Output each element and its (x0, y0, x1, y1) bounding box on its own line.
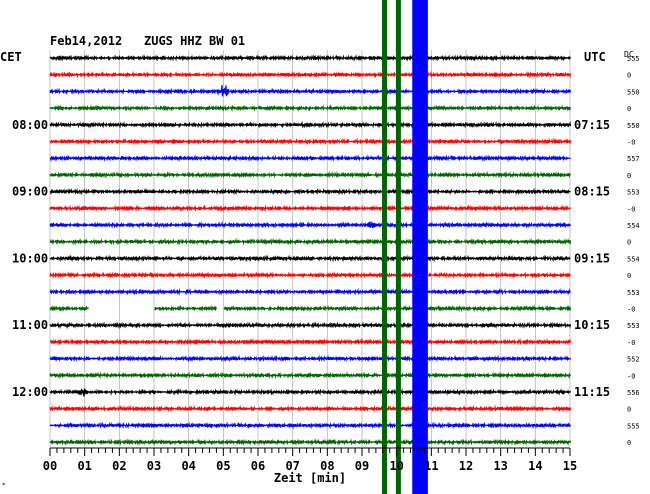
seismic-trace (49, 70, 572, 79)
x-tick-label: 11 (424, 459, 438, 473)
dc-offset-value: 550 (627, 88, 640, 96)
x-tick-label: 05 (216, 459, 230, 473)
x-tick-label: 15 (563, 459, 577, 473)
x-tick-label: 03 (147, 459, 161, 473)
seismic-trace (49, 321, 572, 330)
seismic-trace (49, 438, 572, 446)
x-tick-label: 12 (459, 459, 473, 473)
x-tick-label: 00 (43, 459, 57, 473)
seismic-trace (49, 254, 571, 263)
x-axis-label: Zeit [min] (274, 471, 346, 485)
seismic-trace (49, 287, 571, 296)
x-tick-label: 13 (493, 459, 507, 473)
seismic-trace (49, 120, 572, 129)
left-hour-label: 10:00 (12, 251, 48, 265)
dc-offset-value: 550 (627, 122, 640, 130)
x-tick-label: 10 (389, 459, 403, 473)
left-hour-label: 08:00 (12, 118, 48, 132)
x-tick-label: 14 (528, 459, 542, 473)
dc-offset-value: 0 (627, 72, 631, 80)
dc-offset-value: 554 (627, 255, 640, 263)
left-hour-label: 11:00 (12, 318, 48, 332)
dc-offset-value: 0 (627, 239, 631, 247)
x-tick-label: 01 (77, 459, 91, 473)
seismic-trace (49, 187, 571, 196)
seismic-trace (49, 220, 572, 229)
event-band (395, 0, 401, 494)
x-tick-label: 08 (320, 459, 334, 473)
seismic-trace (49, 404, 572, 413)
axis-layer: 08:00 09:00 10:00 11:00 12:00 07:15 08:15 09:15… (12, 55, 640, 473)
right-hour-label: 10:15 (574, 318, 610, 332)
seismic-trace (49, 388, 572, 397)
x-tick-label: 07 (285, 459, 299, 473)
seismic-trace (49, 54, 572, 62)
seismic-trace (49, 421, 572, 430)
seismic-trace (49, 371, 572, 380)
dc-offset-value: 556 (627, 389, 640, 397)
seismic-trace (49, 85, 572, 97)
right-hour-label: 11:15 (574, 385, 610, 399)
seismic-trace (49, 170, 571, 179)
dc-column-header: DC (624, 50, 634, 59)
dc-offset-value: 0 (627, 439, 631, 447)
dc-offset-value: -0 (627, 306, 635, 314)
event-band (382, 0, 388, 494)
dc-offset-value: -0 (627, 139, 635, 147)
trace-layer (49, 54, 572, 446)
dc-offset-value: -0 (627, 205, 635, 213)
x-tick-label: 02 (112, 459, 126, 473)
dc-offset-value: 0 (627, 172, 631, 180)
left-hour-label: 12:00 (12, 385, 48, 399)
chart-title-station: ZUGS HHZ BW 01 (144, 34, 245, 48)
right-hour-label: 09:15 (574, 251, 610, 265)
left-timezone-label: CET (0, 50, 22, 64)
dc-offset-value: 0 (627, 105, 631, 113)
event-band (412, 0, 428, 494)
dc-offset-value: 553 (627, 289, 640, 297)
dc-offset-value: 553 (627, 189, 640, 197)
right-timezone-label: UTC (584, 50, 606, 64)
seismic-trace (49, 271, 571, 280)
seismic-trace (49, 204, 572, 213)
band-layer (382, 0, 428, 494)
seismic-trace (49, 154, 571, 163)
dc-offset-value: 555 (627, 55, 640, 63)
corner-mark: * (2, 482, 6, 489)
dc-offset-value: 552 (627, 356, 640, 364)
right-hour-label: 07:15 (574, 118, 610, 132)
seismic-trace (49, 354, 572, 363)
seismic-trace (49, 137, 572, 146)
x-tick-label: 06 (251, 459, 265, 473)
dc-offset-value: 554 (627, 222, 640, 230)
seismic-trace (49, 337, 572, 346)
dc-offset-value: -0 (627, 372, 635, 380)
right-hour-label: 08:15 (574, 185, 610, 199)
x-tick-label: 09 (355, 459, 369, 473)
x-tick-label: 04 (181, 459, 195, 473)
chart-title-date: Feb14,2012 (50, 34, 122, 48)
dc-offset-value: 555 (627, 422, 640, 430)
dc-offset-value: 0 (627, 406, 631, 414)
dc-offset-value: 553 (627, 322, 640, 330)
seismic-trace (49, 104, 572, 112)
seismic-trace (49, 237, 572, 246)
left-hour-label: 09:00 (12, 185, 48, 199)
dc-offset-value: 557 (627, 155, 640, 163)
dc-offset-value: -0 (627, 339, 635, 347)
dc-offset-value: 0 (627, 272, 631, 280)
